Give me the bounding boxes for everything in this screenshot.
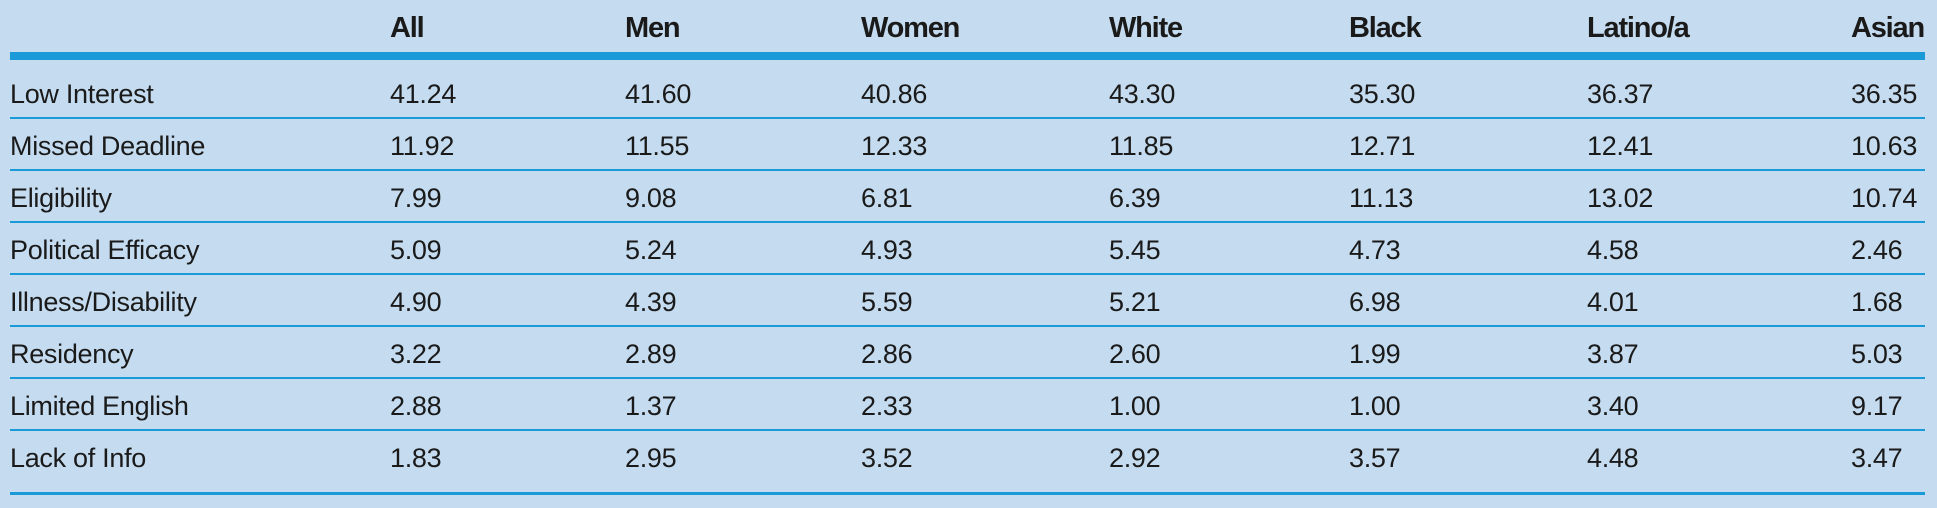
row-label: Limited English [10, 391, 189, 421]
row-rule [10, 325, 1925, 327]
cell-value: 40.86 [861, 79, 928, 109]
cell-value: 36.37 [1587, 79, 1654, 109]
cell-value: 10.63 [1851, 131, 1918, 161]
row-label: Lack of Info [10, 443, 146, 473]
cell-value: 5.59 [861, 287, 913, 317]
cell-value: 1.00 [1109, 391, 1161, 421]
cell-value: 4.01 [1587, 287, 1639, 317]
cell-value: 2.92 [1109, 443, 1161, 473]
cell-value: 11.55 [625, 131, 690, 161]
cell-value: 3.57 [1349, 443, 1401, 473]
header-rule [10, 52, 1925, 60]
cell-value: 13.02 [1587, 183, 1654, 213]
cell-value: 1.99 [1349, 339, 1401, 369]
cell-value: 12.33 [861, 131, 928, 161]
cell-value: 1.68 [1851, 287, 1903, 317]
row-label: Missed Deadline [10, 131, 206, 161]
row-rule [10, 273, 1925, 275]
cell-value: 3.87 [1587, 339, 1639, 369]
column-header: All [390, 12, 425, 44]
cell-value: 10.74 [1851, 183, 1918, 213]
cell-value: 2.89 [625, 339, 677, 369]
row-rule [10, 117, 1925, 119]
cell-value: 2.88 [390, 391, 442, 421]
column-header: Men [625, 12, 681, 44]
row-rule [10, 169, 1925, 171]
cell-value: 4.93 [861, 235, 913, 265]
column-header: Black [1349, 12, 1422, 44]
row-rule [10, 221, 1925, 223]
cell-value: 6.98 [1349, 287, 1401, 317]
row-label: Illness/Disability [10, 287, 197, 317]
cell-value: 36.35 [1851, 79, 1918, 109]
cell-value: 7.99 [390, 183, 442, 213]
row-label: Political Efficacy [10, 235, 200, 265]
row-label: Residency [10, 339, 134, 369]
cell-value: 3.52 [861, 443, 913, 473]
cell-value: 2.60 [1109, 339, 1161, 369]
row-label: Eligibility [10, 183, 112, 213]
row-label: Low Interest [10, 79, 154, 109]
row-rule [10, 492, 1925, 495]
cell-value: 2.33 [861, 391, 913, 421]
cell-value: 5.09 [390, 235, 442, 265]
cell-value: 1.83 [390, 443, 442, 473]
cell-value: 41.24 [390, 79, 457, 109]
cell-value: 41.60 [625, 79, 692, 109]
cell-value: 6.81 [861, 183, 913, 213]
column-header: Asian [1851, 12, 1925, 44]
cell-value: 35.30 [1349, 79, 1416, 109]
cell-value: 9.08 [625, 183, 677, 213]
cell-value: 2.86 [861, 339, 913, 369]
cell-value: 3.22 [390, 339, 442, 369]
cell-value: 5.24 [625, 235, 677, 265]
cell-value: 11.92 [390, 131, 455, 161]
cell-value: 5.45 [1109, 235, 1161, 265]
column-header: White [1109, 12, 1183, 44]
cell-value: 12.71 [1349, 131, 1416, 161]
cell-value: 11.13 [1349, 183, 1414, 213]
cell-value: 3.47 [1851, 443, 1903, 473]
cell-value: 4.39 [625, 287, 677, 317]
cell-value: 3.40 [1587, 391, 1639, 421]
cell-value: 6.39 [1109, 183, 1161, 213]
column-header: Latino/a [1587, 12, 1690, 44]
cell-value: 12.41 [1587, 131, 1654, 161]
cell-value: 2.95 [625, 443, 677, 473]
row-rule [10, 429, 1925, 431]
cell-value: 11.85 [1109, 131, 1174, 161]
cell-value: 9.17 [1851, 391, 1903, 421]
cell-value: 4.73 [1349, 235, 1401, 265]
cell-value: 5.21 [1109, 287, 1161, 317]
cell-value: 5.03 [1851, 339, 1903, 369]
cell-value: 1.00 [1349, 391, 1401, 421]
cell-value: 43.30 [1109, 79, 1176, 109]
column-header: Women [861, 12, 960, 44]
cell-value: 4.90 [390, 287, 442, 317]
row-rule [10, 377, 1925, 379]
cell-value: 4.48 [1587, 443, 1639, 473]
cell-value: 2.46 [1851, 235, 1903, 265]
cell-value: 1.37 [625, 391, 677, 421]
cell-value: 4.58 [1587, 235, 1639, 265]
